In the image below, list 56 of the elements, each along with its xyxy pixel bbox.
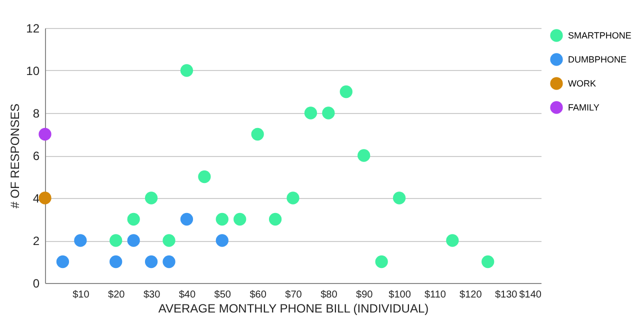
x-tick-label: $70 (285, 290, 302, 300)
point (358, 149, 370, 162)
point (180, 212, 194, 226)
point (286, 192, 300, 204)
x-tick-label: $110 (424, 290, 446, 300)
x-tick-label: $60 (250, 290, 267, 300)
point (322, 106, 335, 120)
point (162, 255, 176, 268)
y-axis-title: # OF RESPONSES (8, 104, 22, 208)
point (180, 64, 194, 77)
point (127, 212, 140, 226)
x-tick-label: $50 (214, 290, 232, 300)
x-tick-label: $80 (320, 290, 338, 300)
x-tick-label: $30 (143, 290, 161, 300)
point (268, 212, 282, 226)
point (162, 234, 176, 247)
point (375, 255, 388, 268)
point (198, 170, 211, 184)
y-tick-label: 8 (32, 106, 40, 120)
y-tick-label: 12 (26, 22, 40, 36)
point (38, 192, 52, 204)
point (446, 234, 459, 247)
y-tick-label: 0 (32, 276, 40, 290)
x-tick-label: $100 (388, 290, 412, 300)
x-axis-title: AVERAGE MONTHLY PHONE BILL (INDIVIDUAL) (158, 302, 429, 316)
point (144, 255, 158, 268)
x-tick-label: $40 (178, 290, 196, 300)
point (251, 128, 264, 141)
point (144, 192, 158, 204)
point (234, 212, 246, 226)
y-tick-label: 2 (32, 234, 40, 248)
point (304, 106, 318, 120)
x-tick-label: $140 (519, 290, 542, 300)
x-tick-label: $20 (108, 290, 126, 300)
legend-label: FAMILY (568, 102, 600, 112)
legend-label: SMARTPHONE (568, 30, 632, 40)
point (74, 234, 87, 247)
point (110, 234, 122, 247)
y-tick-label: 10 (26, 64, 40, 78)
point (38, 128, 52, 141)
point (392, 192, 406, 204)
legend-label: WORK (568, 78, 596, 88)
point (216, 234, 228, 247)
x-tick-label: $10 (72, 290, 90, 300)
x-tick-label: $130 (494, 290, 518, 300)
point (56, 255, 70, 268)
y-tick-label: 4 (32, 192, 40, 206)
x-tick-label: $120 (460, 290, 482, 300)
point (216, 212, 228, 226)
point (340, 85, 352, 98)
point (482, 255, 494, 268)
point (110, 255, 122, 268)
y-tick-label: 6 (32, 149, 40, 163)
x-tick-label: $90 (356, 290, 374, 300)
legend-label: DUMBPHONE (568, 54, 627, 64)
point (127, 234, 140, 247)
